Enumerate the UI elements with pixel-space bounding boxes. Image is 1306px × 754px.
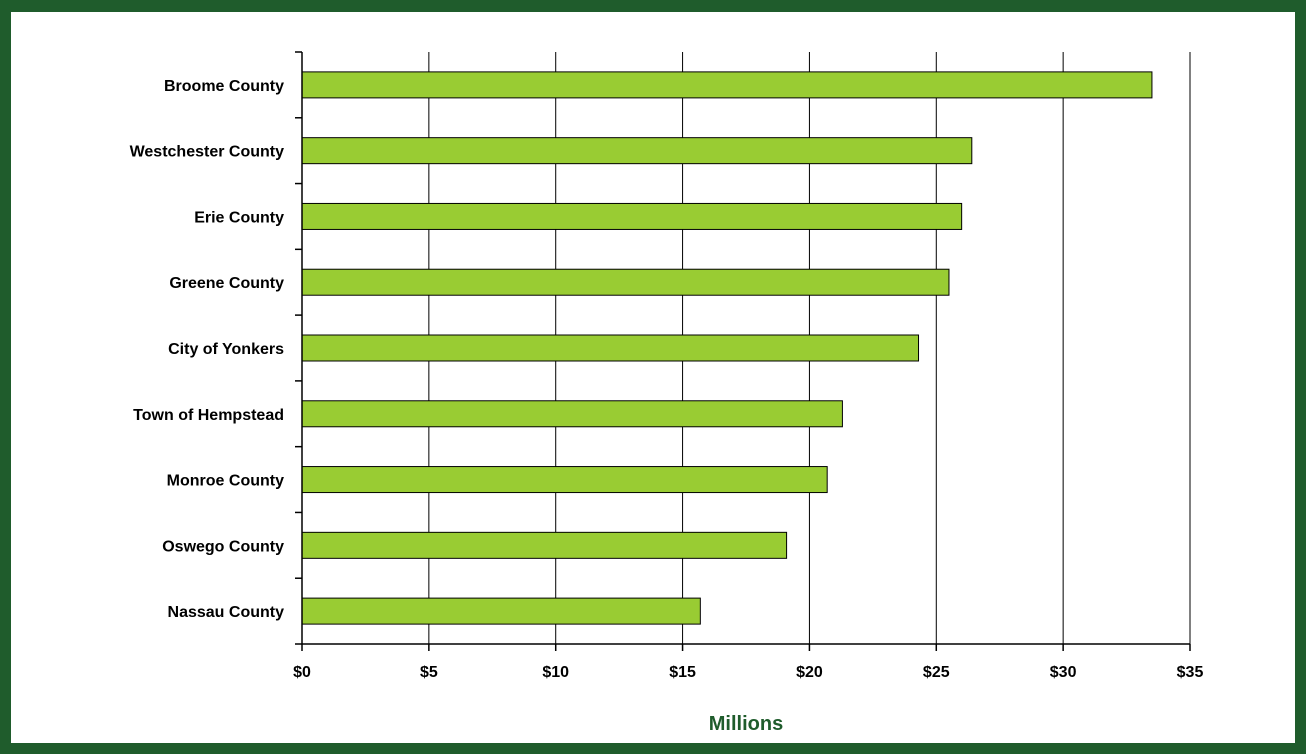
x-tick-label: $25 [923, 664, 950, 681]
bar [301, 202, 963, 230]
category-label: Nassau County [168, 604, 285, 621]
bar [301, 137, 973, 165]
category-label: Town of Hempstead [133, 407, 284, 424]
x-tick-label: $15 [669, 664, 696, 681]
category-label: Broome County [164, 78, 284, 95]
bar [301, 531, 788, 559]
category-label: Greene County [169, 275, 284, 292]
bar [301, 400, 843, 428]
category-labels: Broome County Westchester County Erie Coun… [130, 78, 285, 621]
category-label: Monroe County [167, 473, 284, 490]
bar [301, 334, 920, 362]
bar [301, 597, 701, 625]
bar [301, 466, 828, 494]
bars [301, 71, 1153, 625]
title-band [0, 0, 1306, 12]
bar [301, 71, 1153, 99]
tick-labels: $0 $5 $10 $15 $20 $25 $30 $35 [293, 664, 1203, 681]
x-tick-label: $10 [542, 664, 569, 681]
category-label: City of Yonkers [168, 341, 284, 358]
x-tick-label: $20 [796, 664, 823, 681]
x-tick-label: $35 [1177, 664, 1204, 681]
x-tick-label: $0 [293, 664, 311, 681]
axes [295, 51, 1191, 651]
category-label: Westchester County [130, 144, 285, 161]
x-tick-label: $30 [1050, 664, 1077, 681]
bar [301, 268, 950, 296]
category-label: Erie County [194, 209, 284, 226]
x-tick-label: $5 [420, 664, 438, 681]
x-axis-title: Millions [709, 713, 783, 735]
category-label: Oswego County [162, 538, 284, 555]
